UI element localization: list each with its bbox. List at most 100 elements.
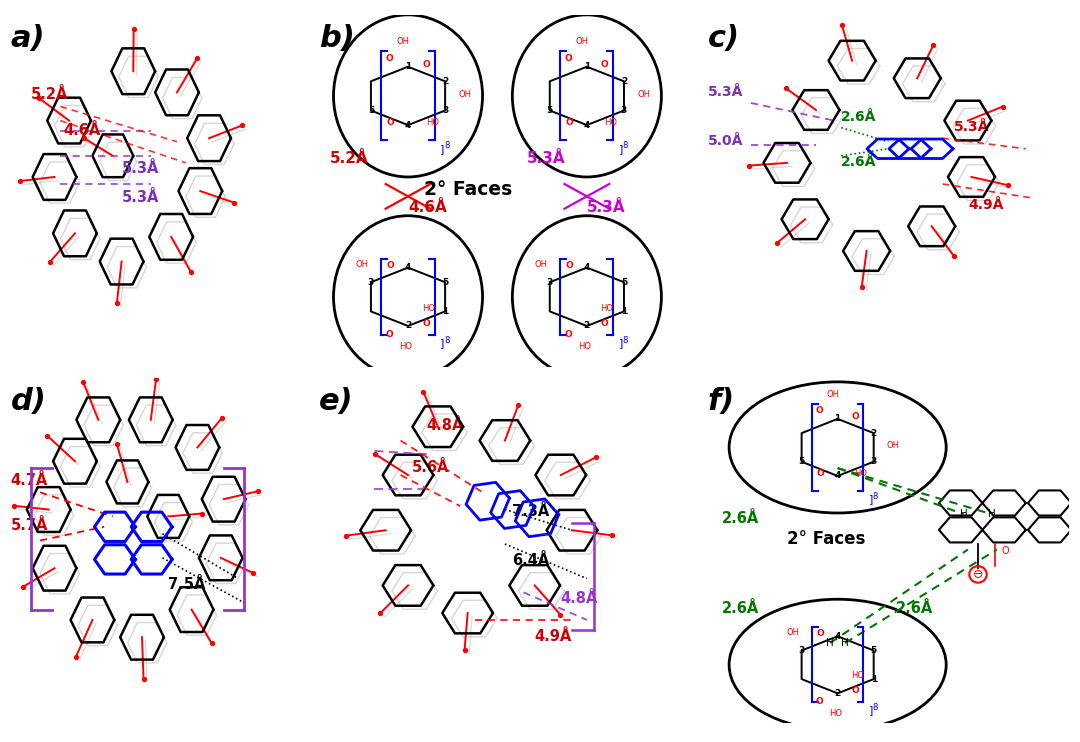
Text: 2° Faces: 2° Faces <box>423 180 512 199</box>
Text: ]: ] <box>440 338 444 348</box>
Text: H: H <box>960 509 968 519</box>
Text: f): f) <box>707 387 734 416</box>
Text: 4: 4 <box>405 263 411 272</box>
Text: HO: HO <box>605 118 618 127</box>
Text: OH: OH <box>355 260 368 269</box>
Text: 5: 5 <box>546 106 553 115</box>
Text: 1: 1 <box>621 307 627 316</box>
Text: 5.3Å: 5.3Å <box>527 151 566 166</box>
Text: 4.9Å: 4.9Å <box>535 628 572 643</box>
Text: 2: 2 <box>835 689 840 698</box>
Text: OH: OH <box>786 628 799 637</box>
Text: c): c) <box>707 24 740 53</box>
Text: OH: OH <box>535 260 548 269</box>
Text: 3: 3 <box>621 106 627 115</box>
Text: 5.3Å: 5.3Å <box>122 162 159 177</box>
Text: 4.6Å: 4.6Å <box>64 122 100 138</box>
Text: 8: 8 <box>623 141 629 151</box>
Text: d): d) <box>11 387 46 416</box>
Text: HO: HO <box>421 303 435 312</box>
Text: OH: OH <box>826 390 839 398</box>
Text: 6.4Å: 6.4Å <box>512 553 550 568</box>
Text: 4.9Å: 4.9Å <box>968 197 1003 211</box>
Text: ⊖: ⊖ <box>973 568 983 581</box>
Text: HO: HO <box>600 303 613 312</box>
Text: 4.8Å: 4.8Å <box>427 418 464 433</box>
Text: 1: 1 <box>870 674 877 683</box>
Text: 4: 4 <box>583 263 590 272</box>
Text: 7.3Å: 7.3Å <box>512 505 550 519</box>
Text: 8: 8 <box>623 335 629 345</box>
Text: 5.3Å: 5.3Å <box>586 200 625 215</box>
Text: 5.6Å: 5.6Å <box>411 459 449 475</box>
Text: 2: 2 <box>442 77 448 86</box>
Text: H: H <box>841 638 849 648</box>
Text: 2.6Å: 2.6Å <box>721 511 759 526</box>
Text: 5: 5 <box>621 278 627 286</box>
Text: O: O <box>422 319 430 328</box>
Text: 2.6Å: 2.6Å <box>721 601 759 616</box>
Text: O: O <box>386 329 393 338</box>
Text: 5.3Å: 5.3Å <box>954 120 989 134</box>
Text: HO: HO <box>851 672 864 680</box>
Text: 5.3Å: 5.3Å <box>707 85 743 99</box>
Text: 8: 8 <box>444 141 449 151</box>
Text: 1: 1 <box>835 414 840 424</box>
Text: 4: 4 <box>583 121 590 130</box>
Text: OH: OH <box>459 90 472 99</box>
Text: 2: 2 <box>584 321 590 330</box>
Text: 4: 4 <box>835 471 841 481</box>
Text: HO: HO <box>400 341 413 351</box>
Text: OH: OH <box>396 37 409 46</box>
Text: O: O <box>816 469 824 478</box>
Text: 4.6Å: 4.6Å <box>408 200 447 215</box>
Text: 5: 5 <box>442 278 448 286</box>
Text: 8: 8 <box>873 492 878 501</box>
Text: O: O <box>600 319 609 328</box>
Text: ]: ] <box>868 705 873 715</box>
Text: 1: 1 <box>405 62 411 71</box>
Text: a): a) <box>11 24 45 53</box>
Text: 2.6Å: 2.6Å <box>895 601 933 616</box>
Text: 2° Faces: 2° Faces <box>787 530 865 548</box>
Text: 5.7Å: 5.7Å <box>11 518 49 533</box>
Text: ]: ] <box>868 494 873 505</box>
Text: 2: 2 <box>870 429 877 438</box>
Text: O: O <box>387 260 394 269</box>
Text: O: O <box>851 412 859 421</box>
Text: 4.8Å: 4.8Å <box>561 591 598 605</box>
Text: HO: HO <box>426 118 438 127</box>
Text: e): e) <box>319 387 353 416</box>
Text: HO: HO <box>854 469 867 478</box>
Text: O: O <box>815 697 824 706</box>
Text: OH: OH <box>637 90 650 99</box>
Text: 4: 4 <box>835 631 841 641</box>
Text: HO: HO <box>578 341 591 351</box>
Text: ]: ] <box>440 144 444 154</box>
Text: 3: 3 <box>870 457 877 466</box>
Text: 2: 2 <box>621 77 627 86</box>
Text: 4: 4 <box>405 121 411 130</box>
Text: ]: ] <box>619 338 623 348</box>
Text: H: H <box>988 509 996 519</box>
Text: H: H <box>826 638 834 648</box>
Text: O: O <box>851 686 859 695</box>
Text: O: O <box>565 260 572 269</box>
Text: OH: OH <box>887 441 900 450</box>
Text: 2.6Å: 2.6Å <box>841 155 877 169</box>
Text: 5.2Å: 5.2Å <box>31 88 69 102</box>
Text: O: O <box>1002 545 1010 556</box>
Text: O: O <box>815 407 824 416</box>
Text: 5.0Å: 5.0Å <box>707 134 743 148</box>
Text: 2: 2 <box>405 321 411 330</box>
Text: 4.7Å: 4.7Å <box>11 473 48 488</box>
Text: 3: 3 <box>368 278 374 286</box>
Text: 3: 3 <box>442 106 448 115</box>
Text: O: O <box>387 118 394 127</box>
Text: 5: 5 <box>368 106 374 115</box>
Text: 3: 3 <box>798 646 805 655</box>
Text: HO: HO <box>829 709 842 718</box>
Text: b): b) <box>319 24 354 53</box>
Text: O: O <box>422 59 430 69</box>
Text: O: O <box>565 54 572 63</box>
